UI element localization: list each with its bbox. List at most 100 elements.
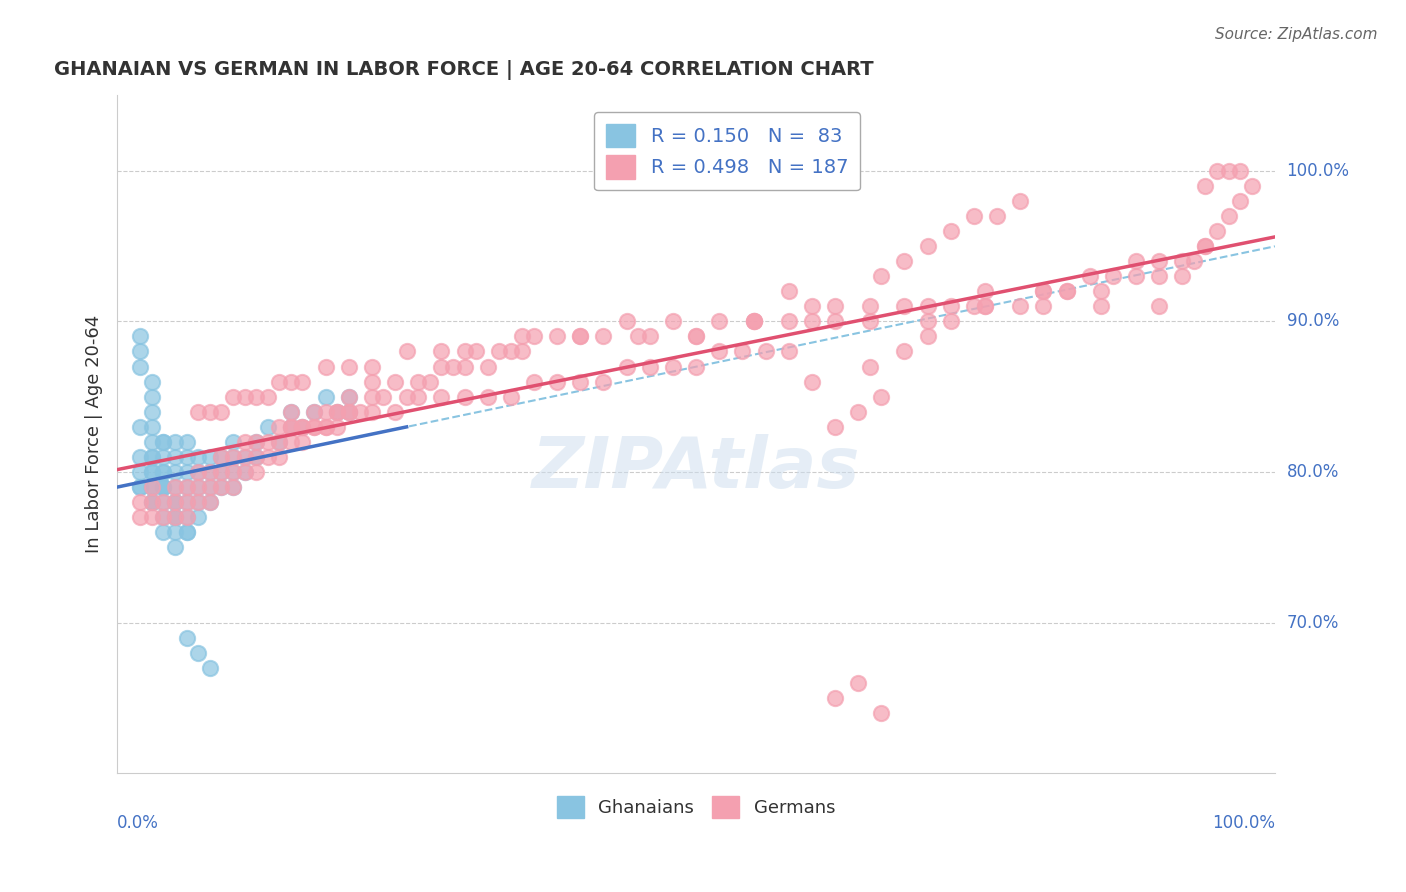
Ghanaians — [222, 480, 245, 494]
Germans — [974, 299, 997, 313]
Ghanaians — [152, 465, 174, 479]
Ghanaians — [152, 525, 174, 540]
Germans — [209, 465, 232, 479]
Ghanaians — [165, 510, 187, 524]
Germans — [963, 299, 986, 313]
Ghanaians — [141, 419, 163, 434]
Germans — [198, 405, 221, 419]
Germans — [662, 359, 685, 374]
Germans — [1032, 299, 1054, 313]
Germans — [1194, 239, 1216, 253]
Germans — [291, 375, 314, 389]
Ghanaians — [176, 525, 198, 540]
Germans — [280, 375, 302, 389]
Germans — [1078, 269, 1101, 284]
Germans — [291, 419, 314, 434]
Ghanaians — [176, 480, 198, 494]
Germans — [361, 405, 384, 419]
Germans — [1010, 299, 1032, 313]
Germans — [337, 405, 360, 419]
Ghanaians — [129, 419, 152, 434]
Ghanaians — [209, 465, 232, 479]
Germans — [742, 314, 765, 328]
Germans — [176, 495, 198, 509]
Text: 0.0%: 0.0% — [117, 814, 159, 832]
Germans — [939, 314, 962, 328]
Ghanaians — [165, 434, 187, 449]
Germans — [800, 314, 823, 328]
Ghanaians — [141, 480, 163, 494]
Germans — [1056, 284, 1078, 298]
Germans — [198, 465, 221, 479]
Germans — [315, 405, 337, 419]
Germans — [361, 359, 384, 374]
Germans — [616, 314, 638, 328]
Germans — [245, 434, 267, 449]
Ghanaians — [165, 450, 187, 464]
Germans — [280, 419, 302, 434]
Germans — [627, 329, 650, 343]
Ghanaians — [315, 390, 337, 404]
Text: GHANAIAN VS GERMAN IN LABOR FORCE | AGE 20-64 CORRELATION CHART: GHANAIAN VS GERMAN IN LABOR FORCE | AGE … — [53, 60, 873, 79]
Germans — [326, 405, 349, 419]
Germans — [198, 495, 221, 509]
Ghanaians — [176, 434, 198, 449]
Ghanaians — [222, 465, 245, 479]
Ghanaians — [141, 375, 163, 389]
Germans — [302, 419, 325, 434]
Germans — [176, 510, 198, 524]
Germans — [256, 450, 278, 464]
Ghanaians — [165, 480, 187, 494]
Ghanaians — [198, 480, 221, 494]
Germans — [406, 390, 429, 404]
Germans — [233, 450, 256, 464]
Germans — [1229, 163, 1251, 178]
Germans — [465, 344, 488, 359]
Germans — [176, 480, 198, 494]
Germans — [569, 329, 592, 343]
Ghanaians — [176, 525, 198, 540]
Germans — [269, 450, 291, 464]
Germans — [1182, 254, 1205, 268]
Germans — [1032, 284, 1054, 298]
Germans — [453, 390, 475, 404]
Ghanaians — [245, 450, 267, 464]
Germans — [187, 480, 209, 494]
Ghanaians — [152, 510, 174, 524]
Germans — [754, 344, 776, 359]
Ghanaians — [141, 480, 163, 494]
Germans — [778, 344, 800, 359]
Germans — [233, 434, 256, 449]
Ghanaians — [141, 495, 163, 509]
Ghanaians — [152, 480, 174, 494]
Germans — [222, 480, 245, 494]
Germans — [638, 359, 661, 374]
Germans — [430, 359, 453, 374]
Ghanaians — [187, 510, 209, 524]
Germans — [315, 359, 337, 374]
Germans — [800, 299, 823, 313]
Germans — [291, 434, 314, 449]
Ghanaians — [152, 450, 174, 464]
Germans — [569, 375, 592, 389]
Germans — [222, 465, 245, 479]
Germans — [1206, 163, 1229, 178]
Text: Source: ZipAtlas.com: Source: ZipAtlas.com — [1215, 27, 1378, 42]
Germans — [638, 329, 661, 343]
Germans — [859, 299, 882, 313]
Germans — [477, 359, 499, 374]
Germans — [165, 480, 187, 494]
Germans — [280, 405, 302, 419]
Germans — [824, 690, 846, 705]
Ghanaians — [129, 344, 152, 359]
Text: 100.0%: 100.0% — [1212, 814, 1275, 832]
Germans — [917, 314, 939, 328]
Germans — [1010, 194, 1032, 208]
Germans — [846, 405, 869, 419]
Ghanaians — [141, 450, 163, 464]
Germans — [373, 390, 395, 404]
Ghanaians — [337, 405, 360, 419]
Germans — [1090, 299, 1112, 313]
Germans — [187, 465, 209, 479]
Ghanaians — [176, 450, 198, 464]
